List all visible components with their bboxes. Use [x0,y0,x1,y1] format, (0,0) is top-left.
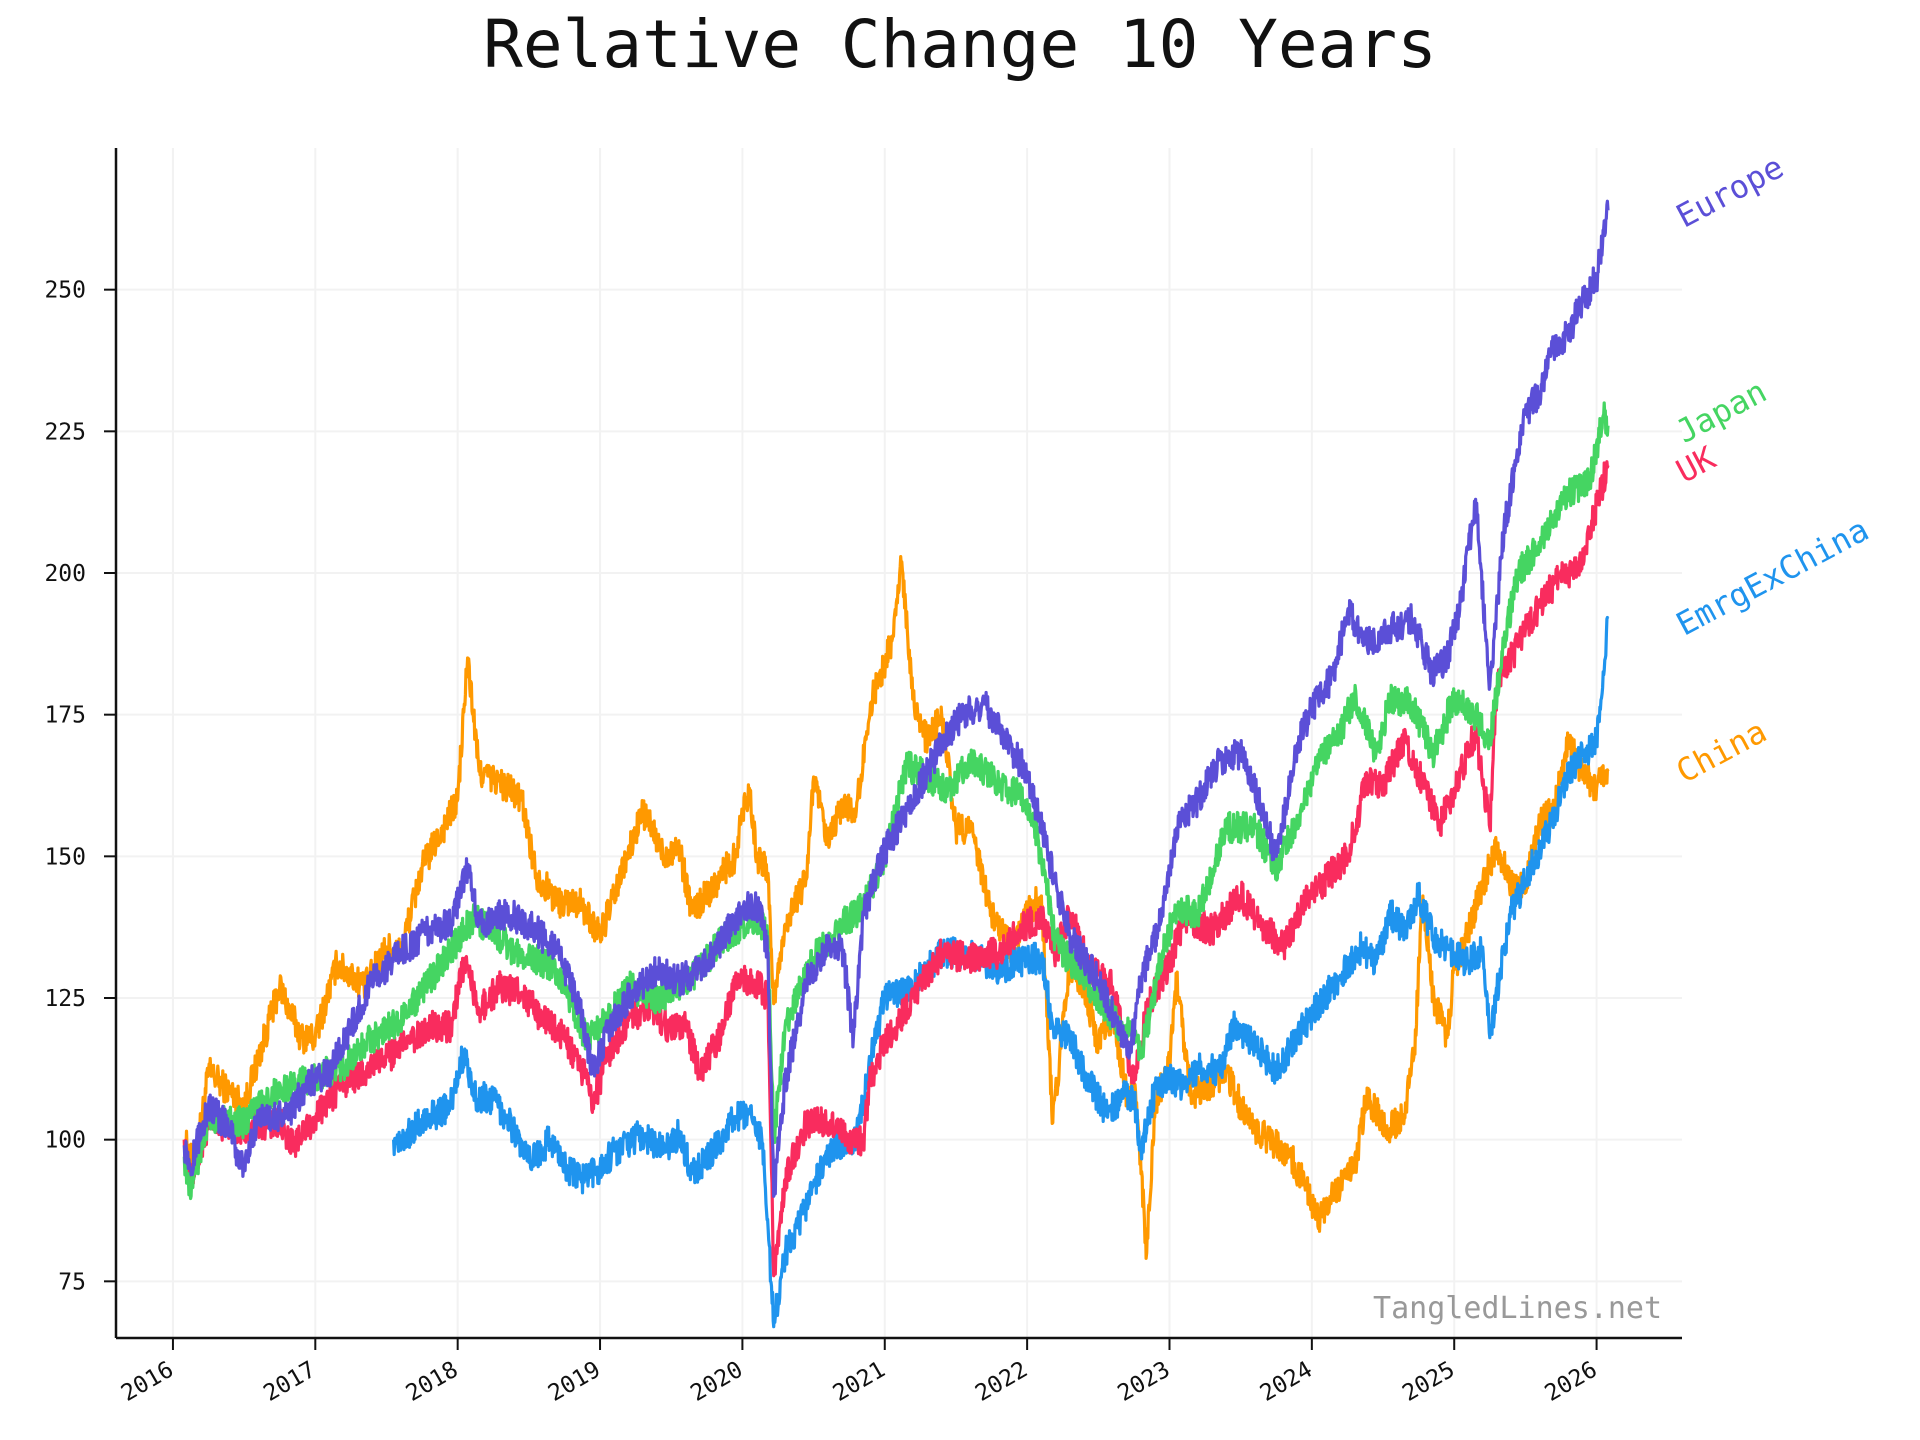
series-label-europe: Europe [1670,148,1790,236]
series-lines [182,199,1610,1329]
x-tick-label: 2026 [1541,1357,1602,1407]
tick-labels: 75 100 125 150 175 200 225 250 2016 2017 2018 2019 2… [44,278,1601,1407]
x-tick-label: 2024 [1256,1357,1317,1407]
series-line-japan [182,401,1610,1201]
x-tick-label: 2018 [402,1357,463,1407]
y-tick-label: 100 [44,1128,86,1154]
y-tick-label: 150 [44,844,86,870]
y-tick-label: 125 [44,986,86,1012]
series-line-europe [182,199,1610,1198]
watermark: TangledLines.net [1373,1291,1662,1326]
series-line-emrgexchina [392,615,1610,1329]
y-tick-label: 175 [44,703,86,729]
axes [114,148,1682,1340]
x-tick-label: 2020 [686,1357,747,1407]
chart-title: Relative Change 10 Years [483,6,1437,83]
y-tick-label: 225 [44,419,86,445]
x-tick-label: 2022 [971,1357,1032,1407]
gridlines [116,148,1682,1338]
series-label-japan: Japan [1670,372,1773,451]
y-tick-label: 250 [44,278,86,304]
y-tick-label: 75 [58,1269,86,1295]
x-tick-label: 2019 [544,1357,605,1407]
series-label-china: China [1670,712,1773,791]
x-tick-label: 2023 [1114,1357,1175,1407]
x-tick-label: 2017 [259,1357,320,1407]
series-line-china [182,555,1610,1260]
y-tick-label: 200 [44,561,86,587]
x-tick-label: 2016 [117,1357,178,1407]
series-line-uk [182,460,1610,1278]
series-label-emrgexchina: EmrgExChina [1670,510,1875,643]
x-tick-label: 2021 [829,1357,890,1407]
x-tick-label: 2025 [1398,1357,1459,1407]
